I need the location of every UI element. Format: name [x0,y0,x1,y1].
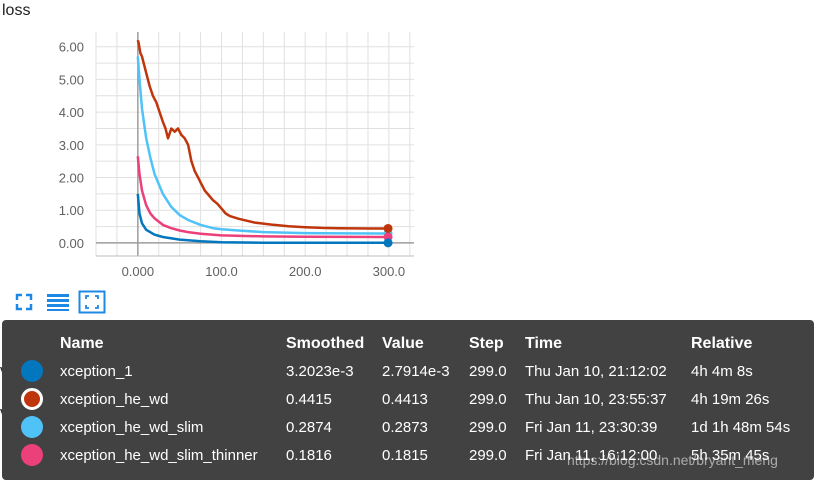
fit-domain-button[interactable] [78,289,106,315]
smoothed-value: 0.1816 [286,446,332,464]
toggle-log-scale-icon [47,294,69,311]
smoothed-value: 3.2023e-3 [286,362,354,380]
fullscreen-icon [15,293,33,311]
y-tick-label: 6.00 [59,40,84,55]
run-name: xception_1 [60,362,133,380]
time-value: Thu Jan 10, 21:12:02 [525,362,667,380]
tooltip-row: xception_1 3.2023e-3 2.7914e-3 299.0 Thu… [2,357,790,385]
watermark: https://blog.csdn.net/bryant_meng [567,452,778,468]
raw-value: 0.4413 [382,390,428,408]
x-tick-label: 0.000 [122,264,155,279]
y-tick-label: 5.00 [59,72,84,87]
raw-value: 0.1815 [382,446,428,464]
series-endpoint [383,223,393,233]
x-tick-label: 100.0 [205,264,238,279]
tooltip-row: xception_he_wd_slim 0.2874 0.2873 299.0 … [2,413,790,441]
series-color-dot [21,444,43,466]
smoothed-value: 0.4415 [286,390,332,408]
fullscreen-button[interactable] [10,289,38,315]
tooltip-row: xception_he_wd_slim_thinner 0.1816 0.181… [2,441,790,469]
relative-value: 5h 35m 45s [691,446,770,464]
chart-grid [95,32,414,256]
series-color-dot [21,416,43,438]
series-line-xception-1 [136,193,389,245]
tooltip-row: xception_he_wd 0.4415 0.4413 299.0 Thu J… [2,385,790,413]
y-tick-label: 1.00 [59,203,84,218]
time-value: Thu Jan 10, 23:55:37 [525,390,667,408]
header-time: Time [525,335,563,352]
header-relative: Relative [691,335,753,352]
chart-toolbar [10,289,112,315]
toggle-log-scale-button[interactable] [44,289,72,315]
relative-value: 4h 19m 26s [691,390,770,408]
tooltip-header-row: Name Smoothed Value Step Time Relative [2,331,790,357]
smoothed-value: 0.2874 [286,418,332,436]
header-smoothed: Smoothed [286,335,365,352]
series-endpoint [383,238,393,248]
step-value: 299.0 [469,362,507,380]
x-tick-label: 300.0 [373,264,406,279]
loss-chart[interactable]: 0.00 1.00 2.00 3.00 4.00 5.00 6.00 0.000 100.0 20… [0,0,815,290]
fit-domain-icon [78,290,106,314]
x-tick-label: 200.0 [289,264,322,279]
chart-series [136,39,393,248]
step-value: 299.0 [469,446,507,464]
y-tick-label: 2.00 [59,171,84,186]
relative-value: 1d 1h 48m 54s [691,418,791,436]
y-tick-label: 0.00 [59,236,84,251]
time-value: Fri Jan 11, 16:12:00 [525,446,658,464]
run-name: xception_he_wd_slim_thinner [60,446,258,464]
y-tick-label: 3.00 [59,138,84,153]
header-value: Value [382,335,424,352]
tooltip-table: Name Smoothed Value Step Time Relative x… [2,331,790,469]
series-color-dot [21,360,43,382]
chart-ticks: 0.00 1.00 2.00 3.00 4.00 5.00 6.00 0.000 100.0 20… [59,40,405,279]
time-value: Fri Jan 11, 23:30:39 [525,418,658,436]
run-name: xception_he_wd [60,390,169,408]
chart-tooltip: Name Smoothed Value Step Time Relative x… [2,320,814,480]
step-value: 299.0 [469,418,507,436]
y-tick-label: 4.00 [59,105,84,120]
run-name: xception_he_wd_slim [60,418,204,436]
raw-value: 2.7914e-3 [382,362,450,380]
series-color-dot [21,388,43,410]
step-value: 299.0 [469,390,507,408]
header-name: Name [60,335,104,352]
header-color-column [2,331,60,357]
raw-value: 0.2873 [382,418,428,436]
relative-value: 4h 4m 8s [691,362,753,380]
chart-title: loss [2,2,31,19]
series-line-xception-he-wd-slim-thinner [136,156,389,239]
series-line-xception-he-wd [136,39,389,230]
series-line-xception-he-wd-slim [136,56,389,235]
header-step: Step [469,335,504,352]
